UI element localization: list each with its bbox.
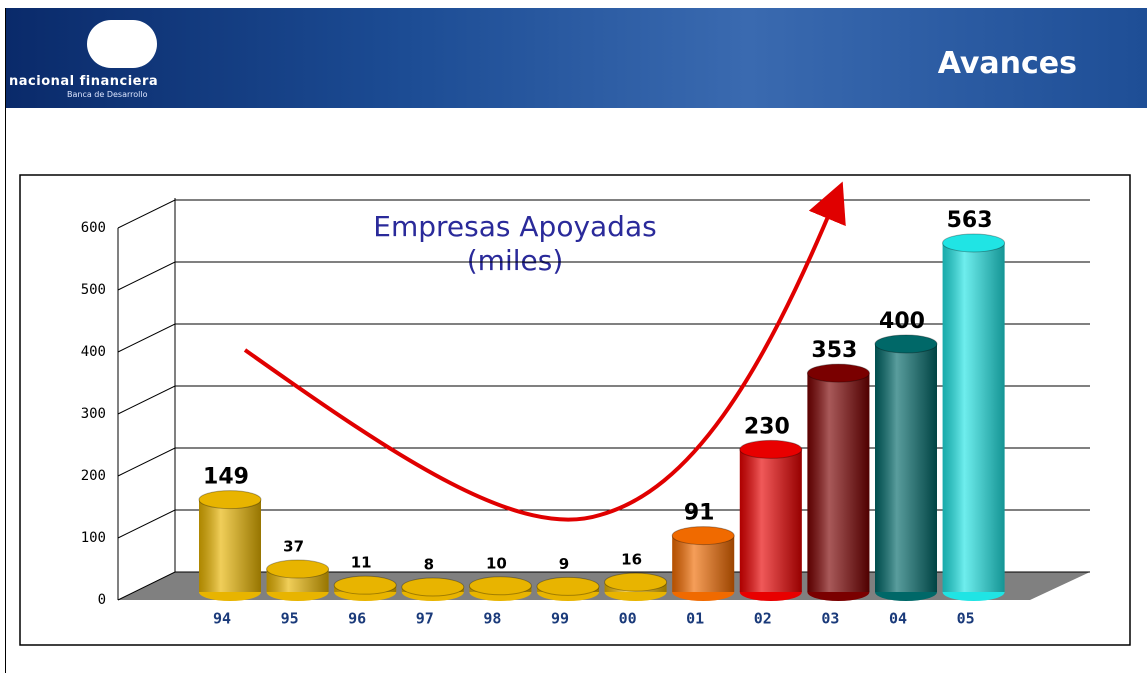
value-label: 353 xyxy=(811,338,857,363)
tagline: Banca de Desarrollo xyxy=(67,90,148,99)
grid-line xyxy=(117,261,1090,291)
x-tick-label: 95 xyxy=(281,610,299,628)
logo xyxy=(87,20,157,68)
x-tick-label: 00 xyxy=(619,610,637,628)
y-tick-label: 300 xyxy=(81,406,106,422)
bar-top xyxy=(266,559,330,579)
bar-top xyxy=(739,439,803,459)
bar-top xyxy=(604,572,668,592)
chart-title: Empresas Apoyadas xyxy=(373,210,656,243)
bar-top xyxy=(874,334,938,354)
x-tick-label: 96 xyxy=(348,610,366,628)
brand: nacional financiera xyxy=(9,74,159,89)
value-label: 10 xyxy=(486,554,507,572)
value-label: 400 xyxy=(879,309,925,334)
bar-shade xyxy=(199,499,261,592)
grid-line xyxy=(117,385,1090,415)
bar-shade xyxy=(875,344,937,592)
x-tick-label: 97 xyxy=(416,610,434,628)
y-tick-label: 600 xyxy=(81,220,106,236)
grid-line xyxy=(117,199,1090,229)
value-label: 8 xyxy=(424,556,434,574)
bar-shade xyxy=(942,242,1005,592)
bar-shade xyxy=(807,373,870,592)
bar-shade xyxy=(739,449,802,592)
x-tick-label: 05 xyxy=(957,610,975,628)
x-tick-label: 98 xyxy=(483,610,501,628)
heading: Avances xyxy=(937,46,1077,81)
bar-top xyxy=(333,575,397,595)
value-label: 9 xyxy=(559,555,569,573)
y-tick-label: 500 xyxy=(81,282,106,298)
y-tick-label: 200 xyxy=(81,468,106,484)
bar-top xyxy=(536,576,600,596)
value-label: 563 xyxy=(947,208,993,233)
value-label: 149 xyxy=(203,465,249,490)
trend-arrow xyxy=(243,181,846,522)
grid-line xyxy=(117,323,1090,353)
y-tick-label: 400 xyxy=(81,344,106,360)
x-tick-label: 94 xyxy=(213,610,231,628)
bar-shade xyxy=(672,535,735,592)
y-tick-label: 100 xyxy=(81,530,106,546)
x-tick-label: 99 xyxy=(551,610,569,628)
bar-top xyxy=(401,577,465,597)
chart-subtitle: (miles) xyxy=(467,244,564,277)
bar-top xyxy=(942,233,1006,253)
x-tick-label: 02 xyxy=(754,610,772,628)
header: nacional financiera Banca de Desarrollo … xyxy=(5,8,1147,108)
value-label: 230 xyxy=(744,414,790,439)
y-tick-label: 0 xyxy=(98,592,106,608)
border xyxy=(5,8,6,673)
bar-top xyxy=(806,363,870,383)
value-label: 11 xyxy=(351,554,372,572)
value-label: 16 xyxy=(621,551,642,569)
bar-top xyxy=(671,526,735,546)
value-label: 37 xyxy=(283,538,304,556)
bar-top xyxy=(198,490,262,510)
value-label: 91 xyxy=(684,501,715,526)
x-tick-label: 01 xyxy=(686,610,704,628)
x-tick-label: 04 xyxy=(889,610,907,628)
x-tick-label: 03 xyxy=(821,610,839,628)
bar-top xyxy=(468,576,532,596)
